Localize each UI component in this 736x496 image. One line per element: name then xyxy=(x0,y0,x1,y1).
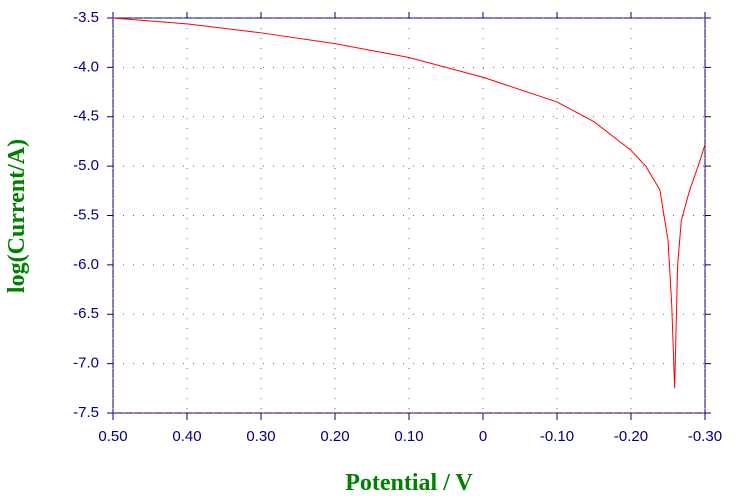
plot-frame xyxy=(112,17,706,414)
x-tick-label: 0.50 xyxy=(98,428,127,445)
y-tick-label: -5.5 xyxy=(73,206,99,223)
x-tick-label: 0 xyxy=(479,428,487,445)
x-tick-label: -0.20 xyxy=(614,428,648,445)
x-axis-label: Potential / V xyxy=(345,470,473,496)
y-tick-label: -4.0 xyxy=(73,58,99,75)
y-tick-label: -3.5 xyxy=(73,9,99,26)
x-tick-label: 0.20 xyxy=(320,428,349,445)
y-tick-label: -7.0 xyxy=(73,355,99,372)
x-tick-label: 0.10 xyxy=(394,428,423,445)
data-line xyxy=(112,17,706,389)
y-tick-label: -5.0 xyxy=(73,157,99,174)
x-tick-label: -0.10 xyxy=(540,428,574,445)
x-tick-label: -0.30 xyxy=(688,428,722,445)
y-tick-label: -7.5 xyxy=(73,404,99,421)
y-tick-label: -4.5 xyxy=(73,108,99,125)
y-tick-label: -6.5 xyxy=(73,305,99,322)
x-tick-label: 0.30 xyxy=(246,428,275,445)
y-tick-label: -6.0 xyxy=(73,256,99,273)
y-axis-label: log(Current/A) xyxy=(4,139,30,293)
x-tick-label: 0.40 xyxy=(172,428,201,445)
